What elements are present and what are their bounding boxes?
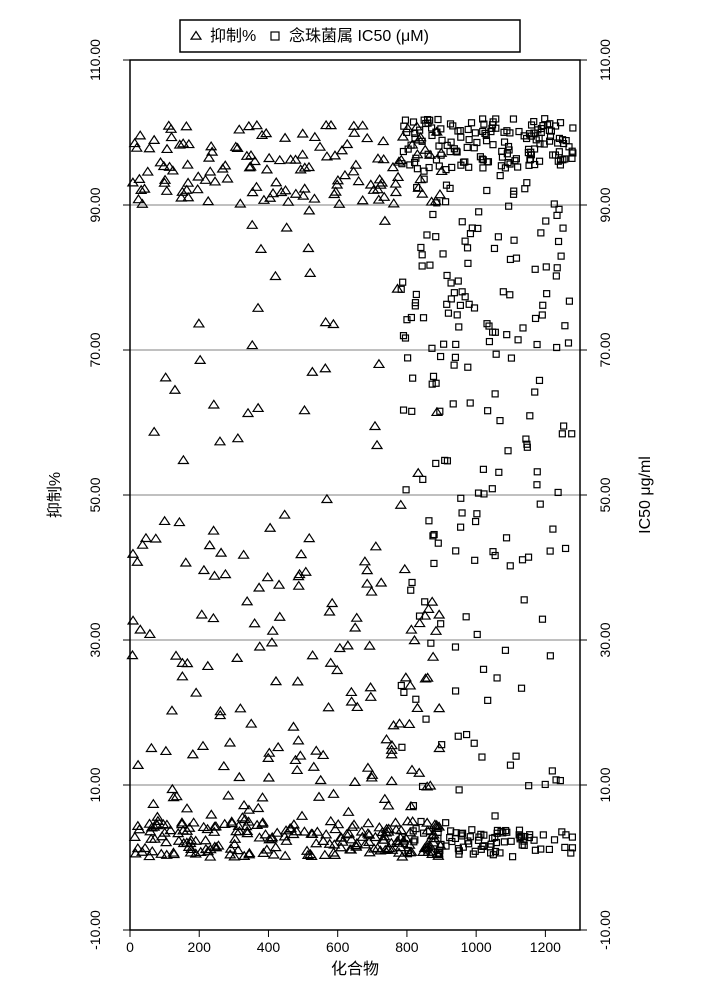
y-right-tick-label: 110.00 <box>597 39 613 81</box>
y-left-tick-label: 70.00 <box>87 332 103 367</box>
y-left-tick-label: 110.00 <box>87 39 103 81</box>
x-tick-label: 800 <box>395 939 419 955</box>
x-tick-label: 200 <box>188 939 212 955</box>
y-right-tick-label: 50.00 <box>597 477 613 512</box>
y-left-tick-label: 50.00 <box>87 477 103 512</box>
legend-label: 念珠菌属 IC50 (μM) <box>289 26 429 45</box>
y-right-tick-label: -10.00 <box>597 910 613 950</box>
y-right-tick-label: 10.00 <box>597 767 613 802</box>
y-right-tick-label: 90.00 <box>597 187 613 222</box>
x-tick-label: 1000 <box>461 939 492 955</box>
x-tick-label: 1200 <box>530 939 561 955</box>
x-tick-label: 600 <box>326 939 350 955</box>
x-axis-title: 化合物 <box>331 960 379 978</box>
legend-label: 抑制% <box>210 27 256 45</box>
y-right-title: IC50 μg/ml <box>637 456 654 534</box>
y-left-tick-label: 10.00 <box>87 767 103 802</box>
y-left-tick-label: 30.00 <box>87 622 103 657</box>
y-right-tick-label: 30.00 <box>597 622 613 657</box>
x-tick-label: 0 <box>126 939 134 955</box>
y-left-title: 抑制% <box>46 472 64 518</box>
y-right-tick-label: 70.00 <box>597 332 613 367</box>
chart-svg: 0 200 400 600 800 1000 1200 化合物 -10.00 10.00 30.00… <box>0 0 702 1000</box>
x-tick-label: 400 <box>257 939 281 955</box>
y-left-tick-label: 90.00 <box>87 187 103 222</box>
y-left-tick-label: -10.00 <box>87 910 103 950</box>
scatter-chart: 0 200 400 600 800 1000 1200 化合物 -10.00 10.00 30.00… <box>0 0 702 1000</box>
